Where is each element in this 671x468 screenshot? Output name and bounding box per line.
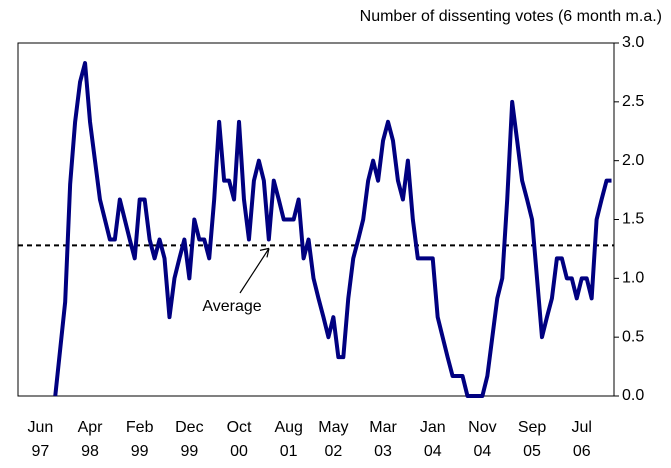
x-tick-label: Apr 98 xyxy=(78,419,104,460)
annotation: Average xyxy=(202,298,261,315)
y-tick-label: 1.0 xyxy=(622,270,644,287)
x-tick-label: Jan 04 xyxy=(420,419,446,460)
axis-title: Number of dissenting votes (6 month m.a.… xyxy=(360,8,662,25)
x-tick-label: Nov 04 xyxy=(468,419,496,460)
y-tick-label: 2.5 xyxy=(622,93,644,110)
y-tick-label: 0.0 xyxy=(622,387,644,404)
data-line xyxy=(53,61,612,398)
y-tick-label: 0.5 xyxy=(622,328,644,345)
y-tick-label: 2.0 xyxy=(622,152,644,169)
x-tick-label: Feb 99 xyxy=(126,419,154,460)
plot-frame xyxy=(17,42,615,397)
x-tick-label: Jun 97 xyxy=(27,419,53,460)
annotation-arrow xyxy=(239,248,270,294)
x-tick-label: Oct 00 xyxy=(227,419,252,460)
x-tick-label: May 02 xyxy=(318,419,348,460)
x-tick-label: Sep 05 xyxy=(518,419,547,460)
y-tick-label: 1.5 xyxy=(622,211,644,228)
arrow-head xyxy=(259,247,270,258)
x-tick-label: Jul 06 xyxy=(571,419,591,460)
x-tick-label: Dec 99 xyxy=(175,419,203,460)
x-tick-label: Mar 03 xyxy=(369,419,397,460)
x-tick-label: Aug 01 xyxy=(274,419,302,460)
y-tick-label: 3.0 xyxy=(622,34,644,51)
